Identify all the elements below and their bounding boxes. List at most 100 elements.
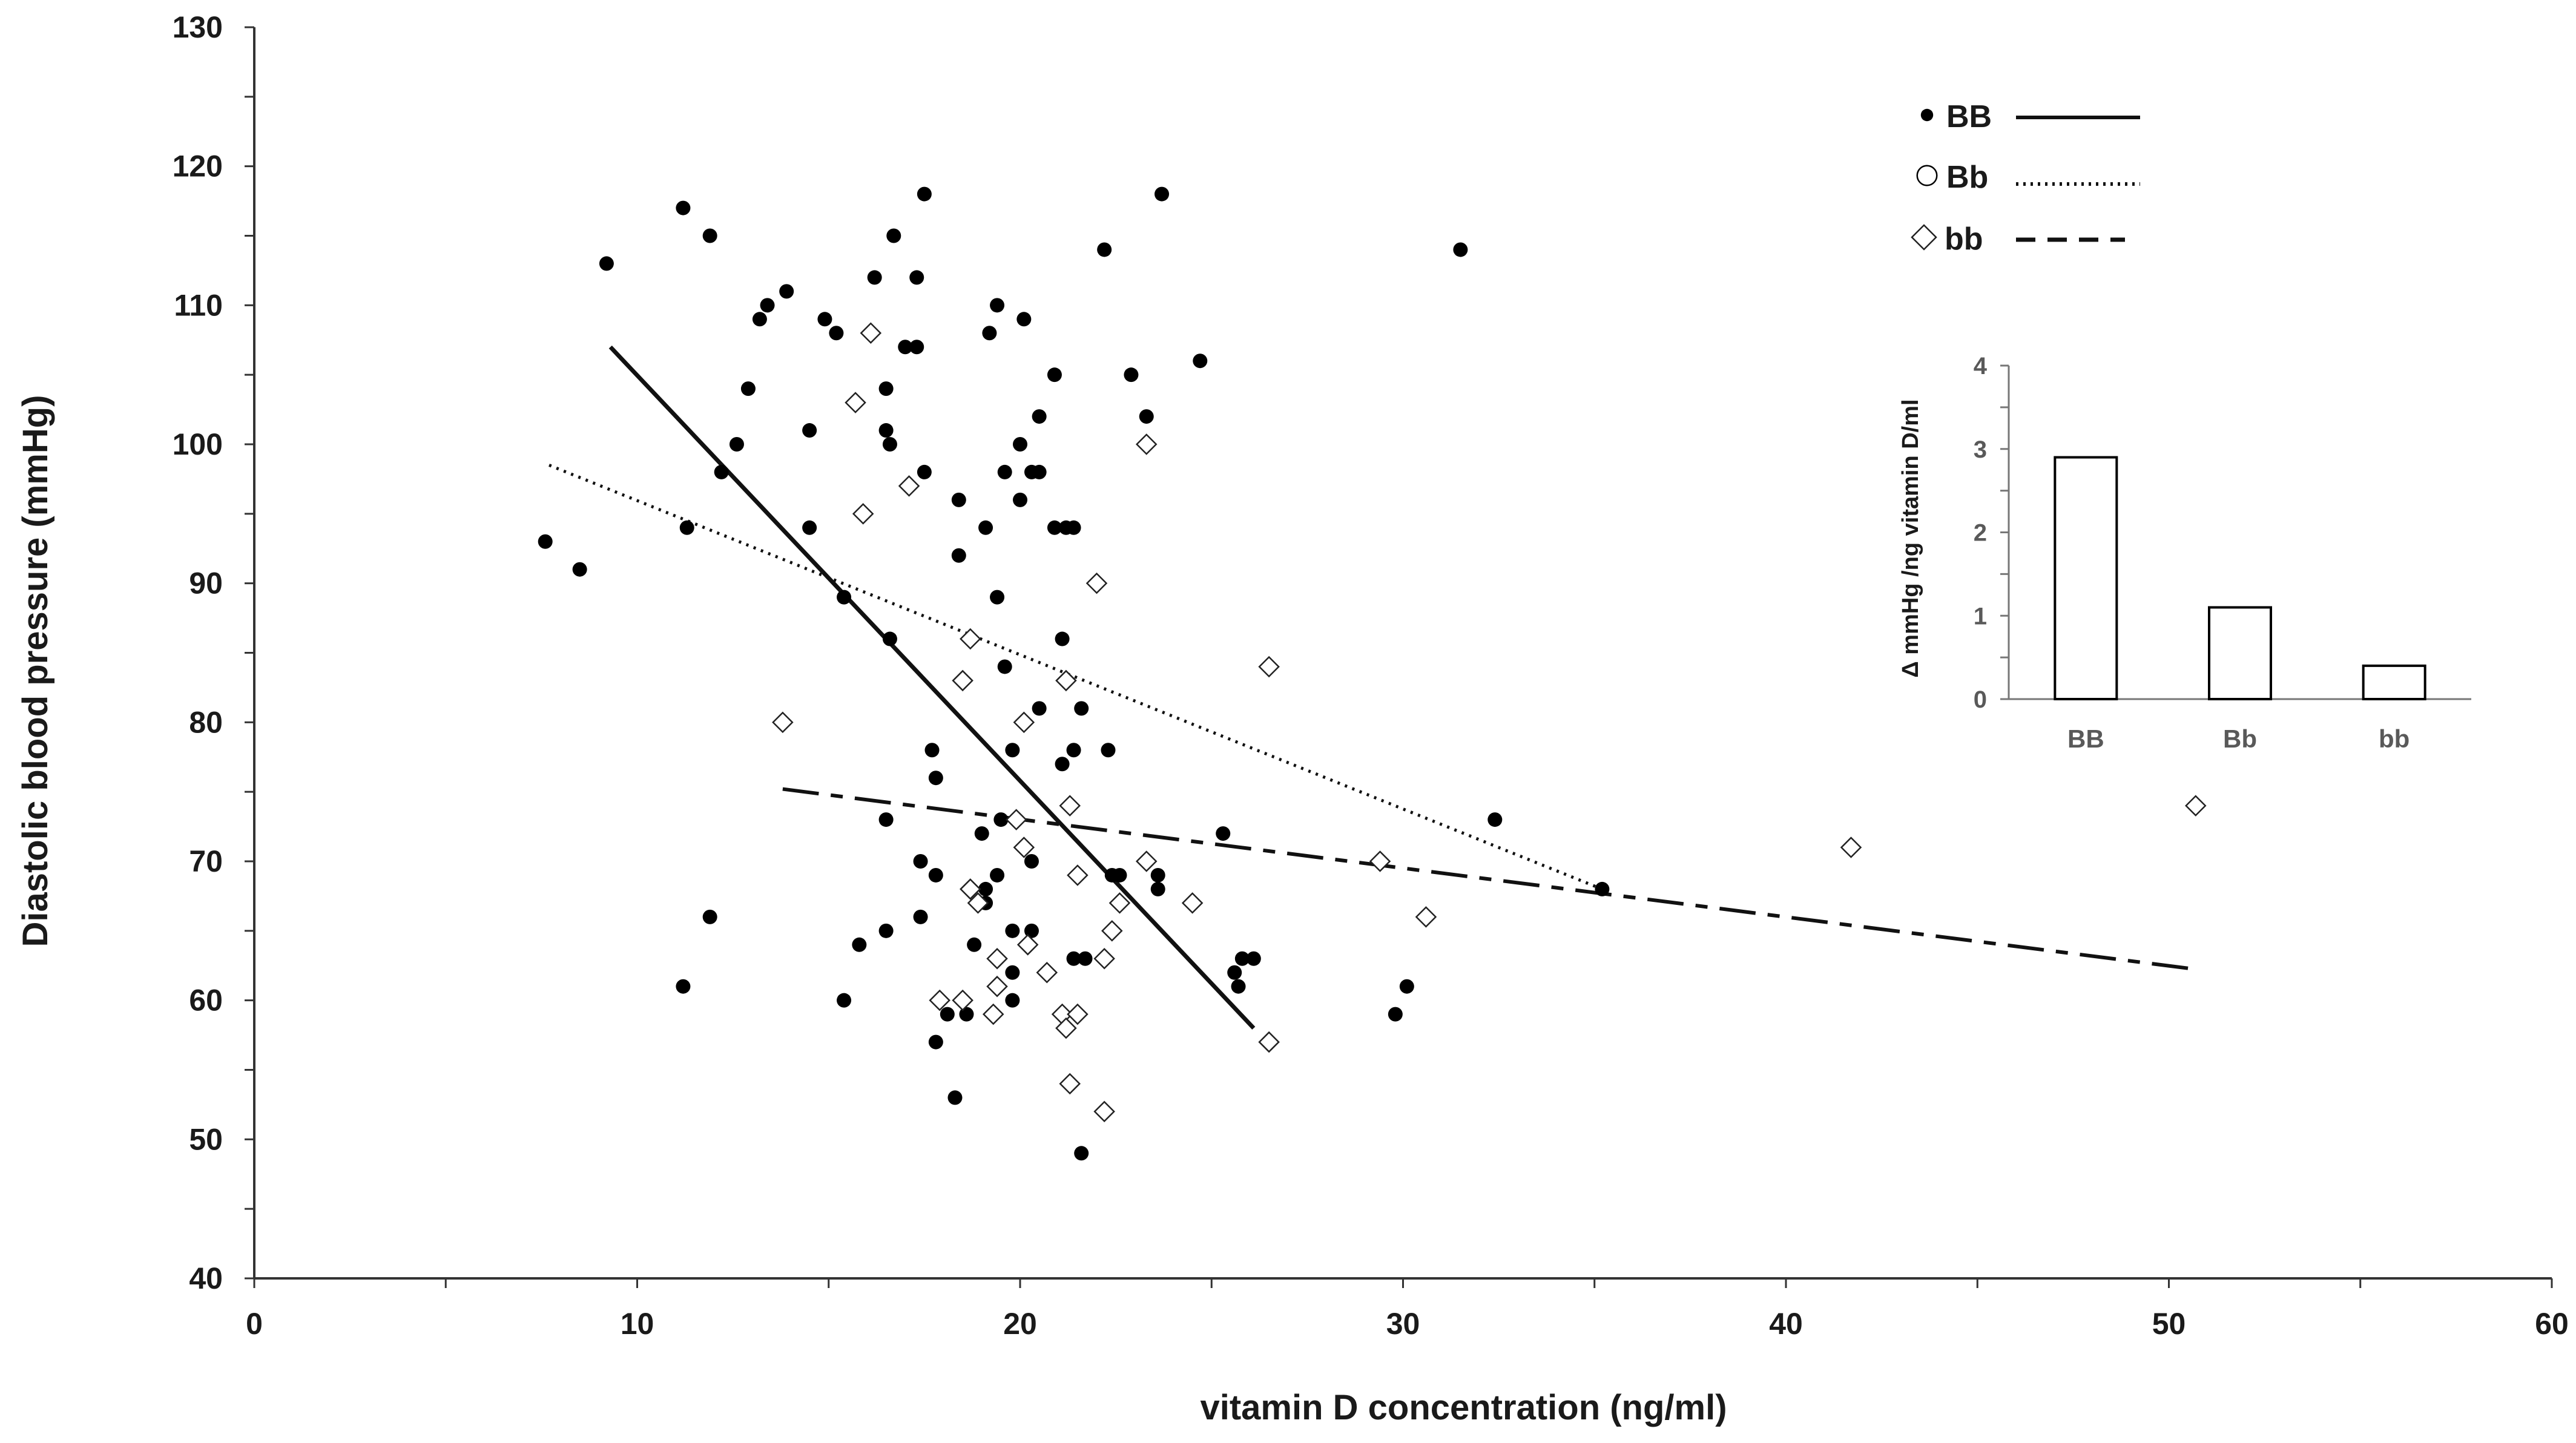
data-point-bb: [752, 312, 767, 327]
data-point-bb: [1047, 367, 1062, 383]
data-point-bb: [1055, 669, 1077, 692]
data-point-bb: [1101, 920, 1123, 942]
y-tick-label: 130: [173, 10, 223, 44]
y-tick-label: 60: [189, 984, 223, 1017]
data-point-bb: [878, 923, 894, 938]
data-point-bb: [2185, 795, 2207, 817]
data-point-bb: [1234, 951, 1250, 966]
data-point-bb: [990, 298, 1005, 313]
legend-label-bb: bb: [1945, 222, 1983, 257]
data-point-bb: [867, 270, 882, 285]
data-point-bb: [928, 1034, 943, 1050]
data-point-bb: [886, 228, 901, 243]
y-axis-title: Diastolic blood pressure (mmHg): [16, 395, 55, 947]
data-point-bb: [898, 340, 913, 355]
data-point-bb: [1005, 923, 1020, 938]
inset-y-tick-label: 1: [1974, 603, 1987, 629]
data-point-bb: [1258, 656, 1280, 678]
trendline-bb: [608, 345, 1256, 1030]
data-point-bb: [714, 464, 729, 479]
x-tick-label: 40: [1769, 1307, 1803, 1341]
data-point-bb: [1005, 993, 1020, 1008]
data-point-bb: [1005, 743, 1020, 758]
data-point-bb: [1055, 1017, 1077, 1039]
y-tick-label: 80: [189, 705, 223, 739]
data-point-bb: [829, 326, 844, 341]
data-point-bb: [1032, 464, 1047, 479]
trendlines: [548, 345, 2200, 1030]
data-point-bb: [1016, 934, 1039, 956]
data-point-bb: [802, 423, 817, 438]
data-point-bb: [990, 590, 1005, 605]
x-tick-label: 60: [2535, 1307, 2569, 1341]
legend-label-bb: BB: [1946, 99, 1992, 134]
data-point-bb: [993, 812, 1009, 827]
data-points: [538, 186, 2207, 1161]
y-tick-label: 120: [173, 150, 223, 183]
data-point-bb: [878, 423, 894, 438]
y-tick-label: 70: [189, 844, 223, 878]
data-point-bb: [928, 867, 943, 883]
data-point-bb: [1013, 437, 1027, 452]
data-point-bb: [1074, 1146, 1089, 1161]
x-tick-label: 50: [2152, 1307, 2186, 1341]
data-point-bb: [986, 947, 1008, 970]
data-point-bb: [917, 464, 932, 479]
x-tick-label: 30: [1386, 1307, 1420, 1341]
data-point-bb: [702, 228, 717, 243]
data-point-bb: [1093, 1100, 1115, 1123]
data-point-bb: [676, 979, 691, 994]
main-axes: [245, 26, 2553, 1288]
data-point-bb: [913, 909, 928, 924]
data-point-bb: [1193, 353, 1208, 369]
data-point-bb: [940, 1007, 955, 1022]
data-point-bb: [1135, 433, 1158, 455]
y-tick-label: 110: [174, 288, 223, 322]
data-point-bb: [1231, 979, 1246, 994]
inset-y-tick-label: 2: [1974, 520, 1987, 547]
data-point-bb: [599, 256, 614, 271]
data-point-bb: [951, 548, 966, 563]
data-point-bb: [952, 669, 973, 692]
data-point-bb: [1016, 312, 1032, 327]
data-point-bb: [1139, 409, 1154, 424]
data-point-bb: [1150, 867, 1165, 883]
data-point-bb: [909, 270, 924, 285]
data-point-bb: [779, 284, 794, 299]
data-point-bb: [1108, 892, 1131, 914]
data-point-bb: [978, 881, 993, 896]
data-point-bb: [978, 520, 993, 535]
x-tick-label: 20: [1003, 1307, 1037, 1341]
data-point-bb: [1595, 881, 1610, 896]
data-point-bb: [951, 492, 966, 507]
data-point-bb: [1013, 492, 1027, 507]
data-point-bb: [572, 562, 587, 577]
data-point-bb: [845, 392, 866, 413]
data-point-bb: [852, 503, 874, 525]
inset-bars: BB Bb bb: [2054, 456, 2426, 753]
data-point-bb: [1093, 947, 1115, 970]
data-point-bb: [1388, 1007, 1403, 1022]
data-point-bb: [1101, 743, 1116, 758]
inset-bar-bb: [2362, 664, 2426, 701]
data-point-bb: [898, 475, 920, 497]
data-point-bb: [997, 659, 1012, 674]
inset-x-tick-label: bb: [2379, 725, 2410, 753]
data-point-bb: [1150, 881, 1165, 896]
data-point-bb: [1181, 892, 1204, 914]
x-tick-label: 10: [621, 1307, 654, 1341]
data-point-bb: [997, 464, 1012, 479]
data-point-bb: [967, 892, 989, 914]
data-point-bb: [1074, 701, 1089, 716]
legend: BB Bb bb: [1911, 99, 2140, 257]
data-point-bb: [1013, 837, 1035, 858]
data-point-bb: [817, 312, 832, 327]
data-point-bb: [1067, 864, 1089, 886]
data-point-bb: [1155, 186, 1170, 202]
data-point-bb: [1066, 951, 1081, 966]
data-point-bb: [1005, 809, 1027, 830]
data-point-bb: [1085, 572, 1108, 594]
